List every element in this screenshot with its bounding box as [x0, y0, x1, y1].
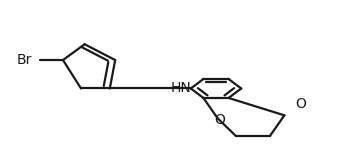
Text: O: O	[214, 113, 225, 127]
Text: Br: Br	[17, 53, 32, 67]
Text: O: O	[295, 97, 306, 111]
Text: HN: HN	[171, 82, 192, 95]
